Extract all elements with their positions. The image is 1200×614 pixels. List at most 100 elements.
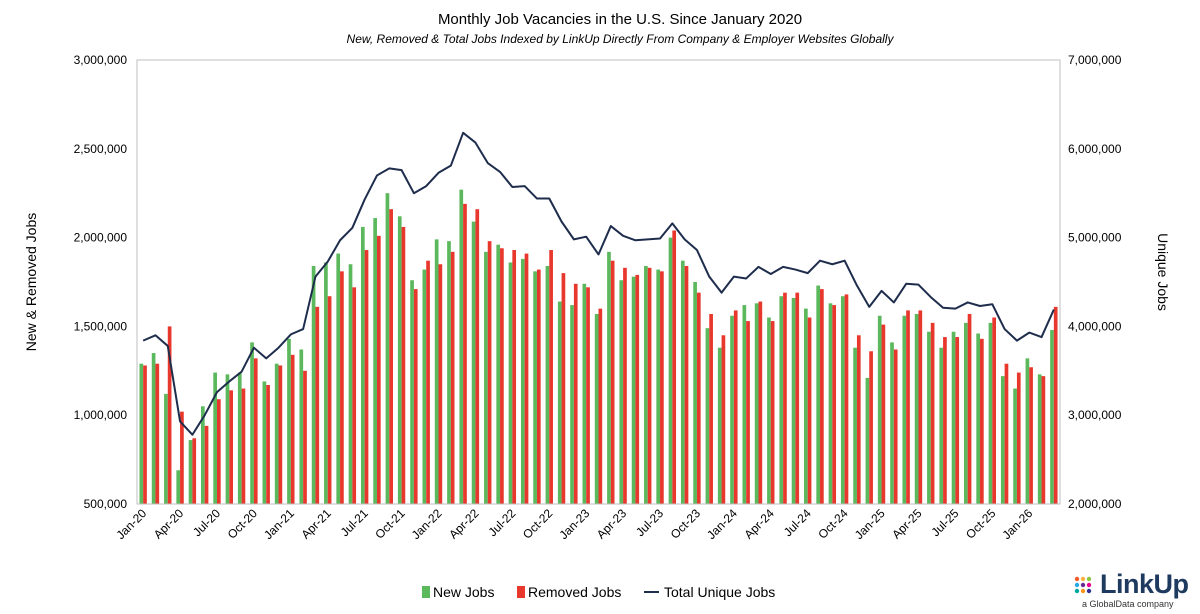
removed-jobs-bar <box>413 289 418 504</box>
legend-removed-label: Removed Jobs <box>528 584 621 600</box>
legend-total-label: Total Unique Jobs <box>664 584 775 600</box>
new-jobs-bar <box>877 315 882 504</box>
right-axis-tick-label: 3,000,000 <box>1068 408 1122 422</box>
new-jobs-bar <box>619 280 624 504</box>
new-jobs-bar <box>890 342 894 504</box>
new-jobs-bar <box>607 251 611 504</box>
new-jobs-bar <box>1025 358 1030 504</box>
new-jobs-bar <box>139 363 144 504</box>
removed-jobs-bar <box>180 411 184 504</box>
x-axis-tick-label: Jul-22 <box>485 506 518 539</box>
removed-jobs-bar <box>598 308 603 504</box>
right-axis-title: Unique Jobs <box>1155 233 1171 311</box>
new-jobs-bar <box>1037 374 1042 504</box>
removed-jobs-bar <box>918 310 923 504</box>
removed-jobs-bar <box>327 296 332 504</box>
removed-jobs-bar <box>561 273 566 504</box>
new-jobs-bar <box>754 303 759 504</box>
removed-jobs-bar <box>967 313 972 504</box>
x-axis-tick-label: Jan-26 <box>1000 506 1036 542</box>
new-jobs-bar <box>902 315 907 504</box>
removed-jobs-bar <box>352 287 357 504</box>
new-jobs-bar <box>213 372 217 504</box>
x-axis-tick-label: Jan-24 <box>704 506 740 542</box>
removed-jobs-bar <box>549 250 553 504</box>
removed-jobs-bar <box>770 321 775 504</box>
new-jobs-bar <box>570 305 574 504</box>
new-jobs-bar <box>816 285 821 504</box>
removed-jobs-bar <box>500 248 504 504</box>
new-jobs-bar <box>804 308 808 504</box>
removed-jobs-bar <box>290 354 295 504</box>
new-jobs-bar <box>1050 329 1054 504</box>
x-axis-tick-label: Apr-24 <box>742 506 778 542</box>
removed-jobs-bar <box>980 338 984 504</box>
removed-jobs-bar <box>204 425 209 504</box>
removed-jobs-bar <box>315 306 320 504</box>
removed-jobs-bar <box>438 264 443 504</box>
new-jobs-bar <box>767 317 771 504</box>
new-jobs-bar <box>557 301 562 504</box>
x-axis-tick-label: Jan-22 <box>409 506 445 542</box>
removed-jobs-bar <box>303 370 307 504</box>
removed-jobs-bar <box>143 365 147 504</box>
chart-title: Monthly Job Vacancies in the U.S. Since … <box>438 11 802 28</box>
removed-jobs-bar <box>573 283 578 504</box>
new-jobs-bar <box>853 347 857 504</box>
right-axis-tick-label: 5,000,000 <box>1068 231 1122 245</box>
linkup-logo: LinkUp a GlobalData company <box>1072 569 1196 612</box>
removed-jobs-bar <box>820 289 824 504</box>
new-jobs-bar <box>705 328 710 504</box>
linkup-dots-icon <box>1074 576 1092 594</box>
new-jobs-bar <box>914 313 919 504</box>
new-jobs-bar <box>447 241 451 504</box>
new-jobs-bar <box>742 305 747 504</box>
x-axis-ticks: Jan-20 Apr-20 Jul-20 Oct-20 Jan-21 Apr-21 Jul-… <box>113 506 1035 542</box>
new-jobs-bar <box>188 440 193 504</box>
removed-jobs-bar <box>1016 372 1021 504</box>
removed-jobs-bar <box>463 203 467 505</box>
x-axis-tick-label: Jul-24 <box>781 506 814 539</box>
removed-jobs-bar <box>364 250 369 504</box>
new-jobs-bar <box>927 331 931 504</box>
removed-jobs-bar <box>487 241 492 504</box>
removed-jobs-bar <box>684 266 689 504</box>
left-axis-tick-label: 2,000,000 <box>74 231 128 245</box>
new-jobs-bar <box>976 333 980 504</box>
removed-jobs-bar <box>155 363 160 504</box>
x-axis-tick-label: Apr-25 <box>889 506 925 542</box>
removed-jobs-bar <box>881 324 886 504</box>
new-jobs-bar <box>287 338 291 504</box>
removed-jobs-bar <box>992 317 996 504</box>
x-axis-tick-label: Jan-25 <box>852 506 888 542</box>
removed-jobs-bar <box>536 269 541 504</box>
removed-jobs-bar <box>623 267 627 504</box>
x-axis-tick-label: Jul-25 <box>929 506 962 539</box>
x-axis-tick-label: Jan-20 <box>113 506 149 542</box>
legend-new-swatch <box>422 586 430 598</box>
new-jobs-bar <box>668 237 673 504</box>
removed-jobs-bar <box>401 226 406 504</box>
bar-series <box>139 189 1058 505</box>
total-unique-jobs-line <box>142 131 1055 436</box>
new-jobs-bar <box>496 244 501 504</box>
removed-jobs-bar <box>733 310 738 504</box>
removed-jobs-bar <box>253 358 258 504</box>
new-jobs-bar <box>336 253 341 504</box>
removed-jobs-bar <box>450 251 455 504</box>
new-jobs-bar <box>533 271 537 504</box>
right-axis-ticks: 2,000,000 3,000,000 4,000,000 5,000,000 6,00… <box>1068 53 1122 511</box>
new-jobs-bar <box>951 331 956 504</box>
new-jobs-bar <box>397 216 402 505</box>
x-axis-tick-label: Oct-24 <box>815 506 851 542</box>
new-jobs-bar <box>274 363 279 504</box>
removed-jobs-bar <box>266 385 270 504</box>
new-jobs-bar <box>779 296 784 504</box>
left-axis-tick-label: 1,000,000 <box>74 408 128 422</box>
new-jobs-bar <box>631 276 636 504</box>
left-axis-title: New & Removed Jobs <box>23 213 39 352</box>
removed-jobs-bar <box>783 292 787 504</box>
new-jobs-bar <box>680 260 685 504</box>
removed-jobs-bar <box>906 310 910 504</box>
chart-subtitle: New, Removed & Total Jobs Indexed by Lin… <box>347 32 895 46</box>
